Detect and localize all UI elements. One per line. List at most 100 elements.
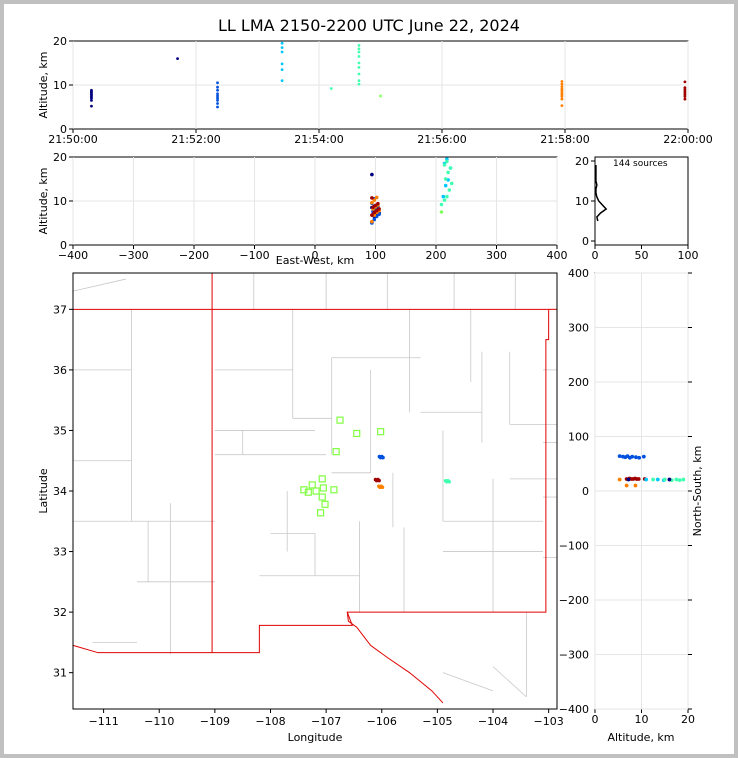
ns-tick-label-y: −400 (559, 703, 589, 716)
time-tick-label-y: 10 (53, 79, 67, 92)
time-source-point (357, 50, 361, 54)
hist-tick-label-y: 20 (575, 155, 589, 168)
ns-source-point (626, 477, 631, 482)
ns-tick-label-y: 0 (582, 485, 589, 498)
time-source-point (357, 82, 361, 86)
ns-source-point (655, 477, 660, 482)
ns-tick-label-y: 400 (568, 267, 589, 280)
ew-tick-label-x: −200 (179, 249, 209, 262)
ew-tick-label-y: 10 (53, 195, 67, 208)
time-source-point (90, 104, 93, 108)
ew-source-point (443, 183, 448, 188)
ns-source-point (634, 455, 638, 460)
ns-source-point (636, 477, 641, 481)
ns-source-point (677, 478, 682, 482)
time-source-point (357, 79, 361, 82)
time-source-point (216, 92, 219, 96)
lma-station-marker (318, 475, 326, 483)
ew-source-point (377, 207, 381, 211)
map-source-point (380, 485, 385, 490)
ns-source-point (644, 477, 649, 482)
lma-station-marker (308, 481, 316, 489)
chart-marks: 21:50:00 21:52:00 21:54:00 21:56:00 21:58:00… (48, 35, 712, 728)
ns-tick-label-y: 100 (568, 431, 589, 444)
ew-source-point (443, 177, 448, 181)
county-border-line (442, 672, 494, 692)
state-border-line (72, 644, 213, 654)
ew-source-point (370, 196, 374, 200)
ew-tick-label-x: 300 (486, 249, 507, 262)
chart-title: LL LMA 2150-2200 UTC June 22, 2024 (218, 16, 520, 35)
altitude-histogram-panel: 144 sources (594, 156, 689, 246)
map-tick-label-y: 37 (53, 303, 67, 316)
time-source-point (683, 80, 687, 84)
lma-station-marker (353, 429, 361, 438)
time-source-point (357, 72, 361, 76)
lma-station-marker (330, 486, 338, 494)
ns-tick-label-y: −100 (559, 540, 589, 553)
map-source-point (447, 480, 452, 484)
map-tick-label-x: −111 (88, 715, 118, 728)
ew-source-point (449, 181, 454, 186)
ew-source-point (445, 159, 449, 164)
ns-tick-label-x: 10 (635, 713, 649, 726)
ew-source-point (372, 217, 377, 222)
time-source-point (280, 50, 284, 54)
altitude-histogram-line (595, 165, 608, 222)
ew-tick-label-x: −100 (239, 249, 269, 262)
ew-source-point (441, 194, 446, 199)
map-panel: Longitude Latitude (37, 272, 558, 744)
ew-tick-label-y: 0 (60, 239, 67, 252)
time-source-point (216, 88, 219, 92)
time-source-point (280, 79, 284, 82)
map-tick-label-x: −105 (422, 715, 452, 728)
state-border-line (73, 308, 550, 704)
time-source-point (560, 85, 564, 89)
hist-tick-label-y: 0 (582, 235, 589, 248)
county-border-line (72, 278, 126, 292)
ns-source-point (662, 477, 667, 482)
time-source-point (329, 87, 333, 90)
time-source-point (216, 105, 219, 109)
time-source-point (683, 86, 687, 90)
map-marks (300, 416, 452, 517)
ns-source-point (617, 477, 622, 482)
map-source-point (377, 478, 381, 483)
ns-source-point (641, 454, 646, 459)
time-source-point (560, 87, 564, 91)
map-tick-label-x: −108 (255, 715, 285, 728)
time-tick-label-x: 21:52:00 (171, 133, 220, 146)
map-tick-label-y: 33 (53, 546, 67, 559)
lma-station-marker (377, 428, 385, 436)
time-tick-label-y: 20 (53, 35, 67, 48)
ns-source-point (667, 477, 672, 482)
hist-tick-label-x: 0 (592, 249, 599, 262)
map-tick-label-x: −110 (144, 715, 174, 728)
time-source-point (357, 61, 361, 65)
map-tick-label-x: −107 (311, 715, 341, 728)
ew-panel-xlabel: East-West, km (276, 254, 354, 267)
state-borders (72, 273, 557, 704)
ew-source-point (439, 202, 444, 207)
map-panel-bg (73, 273, 557, 709)
lma-station-marker (319, 484, 327, 492)
source-count-annotation: 144 sources (613, 159, 668, 169)
ns-panel-xlabel: Altitude, km (607, 731, 674, 744)
lma-station-marker (316, 509, 325, 517)
time-source-point (357, 55, 361, 58)
ns-tick-label-x: 20 (681, 713, 695, 726)
lma-station-marker (332, 448, 340, 456)
time-source-point (216, 96, 219, 100)
time-source-point (280, 68, 284, 71)
time-source-point (216, 85, 219, 89)
map-tick-label-y: 32 (53, 606, 67, 619)
ew-source-point (370, 200, 374, 205)
ew-tick-label-x: 200 (426, 249, 447, 262)
ew-source-point (376, 201, 380, 206)
time-source-point (280, 62, 284, 66)
time-source-point (357, 66, 361, 69)
map-source-point (381, 455, 385, 460)
ns-source-point (617, 454, 622, 459)
ns-panel-ylabel: North-South, km (691, 446, 704, 537)
